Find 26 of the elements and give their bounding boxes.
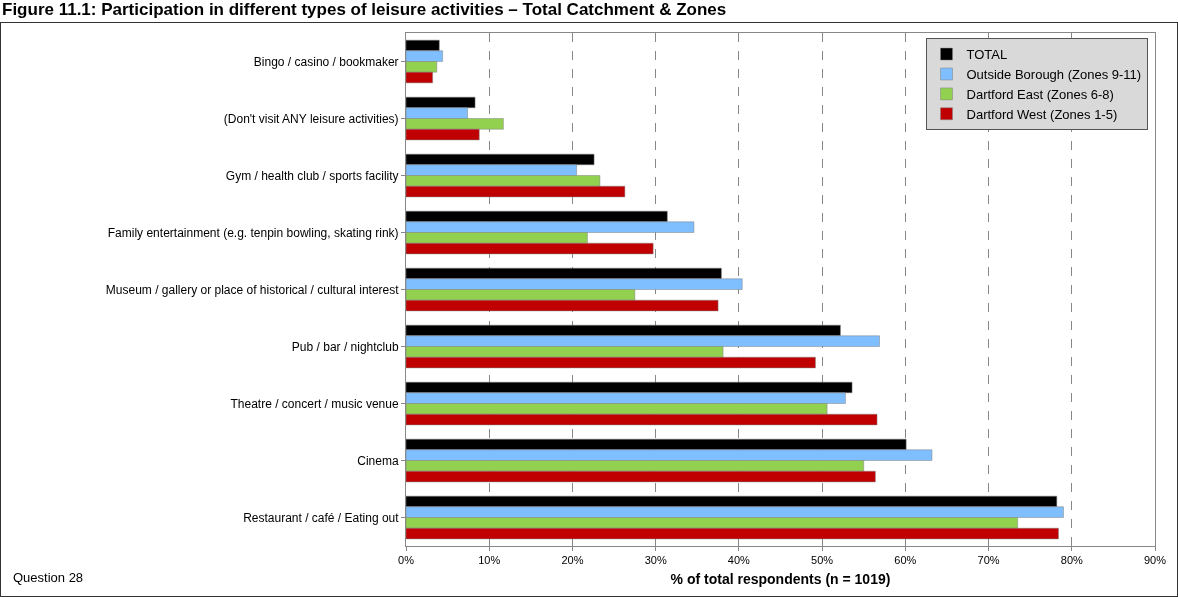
x-tick-label: 90% [1143, 554, 1167, 567]
x-tick-label: 40% [727, 554, 751, 567]
y-tick-label: (Don't visit ANY leisure activities) [223, 111, 399, 126]
y-tick-label: Bingo / casino / bookmaker [253, 54, 399, 69]
y-tick-label: Restaurant / café / Eating out [243, 510, 400, 525]
legend-label: Outside Borough (Zones 9-11) [966, 67, 1142, 83]
legend-label: Dartford East (Zones 6-8) [966, 86, 1114, 102]
x-tick-label: 0% [398, 554, 415, 567]
x-tick-label: 70% [977, 554, 1000, 567]
y-tick-label: Gym / health club / sports facility [225, 168, 399, 183]
x-tick-label: 30% [644, 554, 667, 567]
text: Question 28 [13, 570, 84, 585]
x-tick-label: 10% [478, 554, 501, 567]
y-tick-label: Museum / gallery or place of historical / cultural interest [105, 282, 400, 297]
y-tick-label: Cinema [357, 453, 399, 468]
chart-title: Figure 11.1: Participation in different types of leisure activities – Total Catchment & Zones [1, 0, 728, 21]
y-tick-label: Pub / bar / nightclub [291, 339, 399, 354]
x-tick-label: 50% [811, 554, 834, 567]
legend-label: Dartford West (Zones 1-5) [966, 106, 1118, 122]
x-tick-label: 60% [894, 554, 917, 567]
x-tick-label: 20% [561, 554, 584, 567]
y-tick-label: Theatre / concert / music venue [230, 396, 399, 411]
y-tick-label: Family entertainment (e.g. tenpin bowling, skating rink) [107, 225, 399, 240]
x-axis-title: % of total respondents (n = 1019) [670, 570, 891, 587]
legend-label: TOTAL [966, 47, 1008, 63]
x-tick-label: 80% [1060, 554, 1083, 567]
